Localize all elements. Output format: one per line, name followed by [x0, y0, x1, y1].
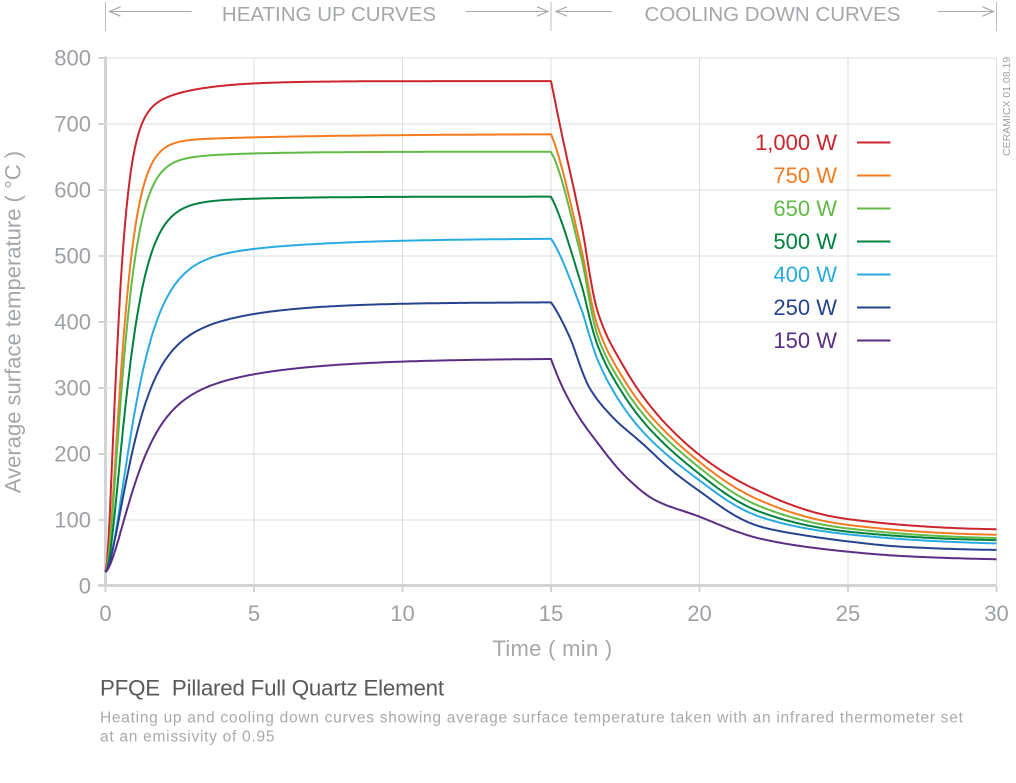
svg-text:Time ( min ): Time ( min ): [492, 636, 612, 661]
svg-text:0: 0: [79, 574, 91, 599]
svg-text:200: 200: [54, 442, 91, 467]
svg-text:0: 0: [99, 601, 111, 626]
svg-text:750 W: 750 W: [773, 163, 837, 188]
svg-text:400 W: 400 W: [773, 262, 837, 287]
svg-text:30: 30: [984, 601, 1008, 626]
svg-text:400: 400: [54, 310, 91, 335]
svg-text:HEATING UP CURVES: HEATING UP CURVES: [222, 3, 436, 26]
svg-text:650 W: 650 W: [773, 196, 837, 221]
svg-text:300: 300: [54, 376, 91, 401]
svg-text:20: 20: [687, 601, 711, 626]
svg-text:500: 500: [54, 244, 91, 269]
svg-text:600: 600: [54, 178, 91, 203]
svg-text:150 W: 150 W: [773, 328, 837, 353]
svg-text:800: 800: [54, 46, 91, 71]
svg-text:PFQE Pillared Full Quartz Ele: PFQE Pillared Full Quartz Element: [100, 676, 445, 701]
svg-text:Average surface temperature (: Average surface temperature ( °C ): [1, 151, 26, 493]
svg-text:100: 100: [54, 508, 91, 533]
svg-text:500 W: 500 W: [773, 229, 837, 254]
svg-text:700: 700: [54, 112, 91, 137]
svg-text:250 W: 250 W: [773, 295, 837, 320]
svg-text:1,000 W: 1,000 W: [755, 130, 837, 155]
svg-text:25: 25: [836, 601, 860, 626]
svg-text:COOLING DOWN CURVES: COOLING DOWN CURVES: [645, 3, 901, 26]
svg-text:Heating up and cooling down cu: Heating up and cooling down curves showi…: [100, 710, 964, 727]
svg-text:15: 15: [539, 601, 563, 626]
svg-text:5: 5: [248, 601, 260, 626]
svg-text:10: 10: [390, 601, 414, 626]
svg-text:CERAMICX 01.08.19: CERAMICX 01.08.19: [1001, 57, 1013, 156]
svg-text:at an emissivity of 0.95: at an emissivity of 0.95: [100, 729, 275, 746]
